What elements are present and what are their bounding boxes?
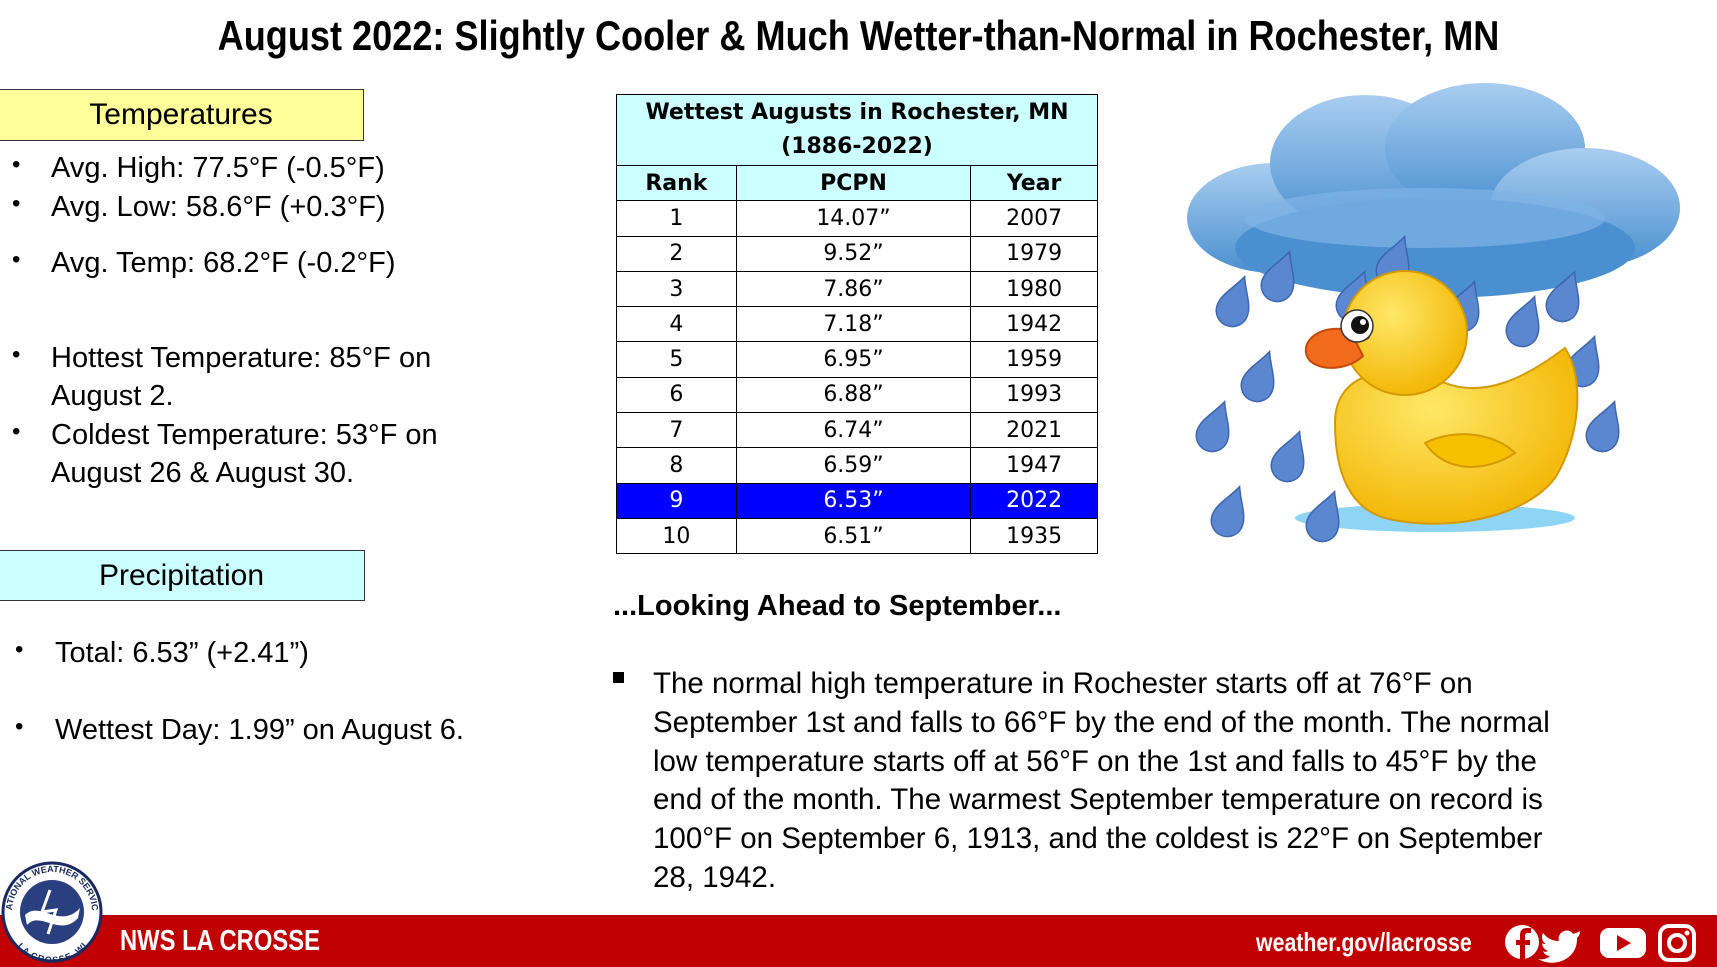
temperatures-heading: Temperatures: [0, 89, 364, 141]
page-title: August 2022: Slightly Cooler & Much Wett…: [217, 12, 1500, 59]
youtube-icon[interactable]: [1600, 928, 1646, 958]
table-cell: 6: [616, 376, 737, 414]
table-cell: 2: [616, 235, 737, 272]
table-row: 9 6.53” 2022: [616, 482, 1098, 519]
outlook-line: September 1st and falls to 66°F by the e…: [653, 705, 1550, 739]
footer-url: weather.gov/lacrosse: [1256, 927, 1472, 957]
bullet: •: [12, 151, 21, 178]
square-bullet: [613, 672, 624, 683]
table-cell: 2021: [970, 412, 1098, 449]
table-body: 1 14.07” 2007 2 9.52” 1979 3 7.86” 1980 4 7.18” 194…: [616, 200, 1098, 555]
header-row: Rank PCPN Year: [616, 164, 1098, 202]
social-icons: [1505, 924, 1696, 963]
table-cell: 9.52”: [735, 235, 972, 272]
table-cell: 1959: [970, 341, 1098, 378]
outlook-line: end of the month. The warmest September …: [653, 783, 1543, 817]
table-cell: 1942: [970, 306, 1098, 343]
outlook-line: The normal high temperature in Rochester…: [653, 667, 1473, 700]
duck-illustration: [1187, 83, 1680, 547]
table-cell: 9: [616, 482, 737, 519]
column-header: Year: [970, 164, 1098, 202]
table-cell: 6.51”: [735, 517, 972, 555]
table-cell: 8: [616, 447, 737, 484]
bullet: •: [12, 341, 21, 368]
table-row: 4 7.18” 1942: [616, 306, 1098, 343]
table-row: 1 14.07” 2007: [616, 200, 1098, 237]
table-row: 3 7.86” 1980: [616, 270, 1098, 308]
list-item-line: Avg. High: 77.5°F (-0.5°F): [51, 152, 385, 184]
table-cell: 6.95”: [735, 341, 972, 378]
bullet: •: [12, 418, 21, 445]
list-item-line: Avg. Temp: 68.2°F (-0.2°F): [51, 247, 396, 279]
list-item-line: Coldest Temperature: 53°F on: [51, 419, 438, 451]
duck: [1304, 270, 1579, 525]
list-item-line: August 26 & August 30.: [51, 457, 355, 489]
table-cell: 7: [616, 412, 737, 449]
table-cell: 6.53”: [735, 482, 972, 519]
table-cell: 1979: [970, 235, 1098, 272]
table-title-cell: Wettest Augusts in Rochester, MN (1886-20…: [616, 94, 1098, 166]
list-item-line: Avg. Low: 58.6°F (+0.3°F): [51, 191, 386, 223]
table-cell: 1947: [970, 447, 1098, 484]
outlook-line: 28, 1942.: [653, 861, 777, 894]
table-row: 10 6.51” 1935: [616, 517, 1098, 555]
footer-office: NWS LA CROSSE: [120, 925, 320, 957]
table-cell: 6.88”: [735, 376, 972, 414]
wettest-table: Wettest Augusts in Rochester, MN (1886-20…: [616, 94, 1098, 555]
table-row: 6 6.88” 1993: [616, 376, 1098, 414]
table-subtitle: (1886-2022): [781, 134, 933, 159]
list-item-line: Wettest Day: 1.99” on August 6.: [55, 714, 464, 746]
table-cell: 1935: [970, 517, 1098, 555]
table-cell: 7.86”: [735, 270, 972, 308]
table-cell: 2022: [970, 482, 1098, 519]
table-row: 2 9.52” 1979: [616, 235, 1098, 272]
table-cell: 4: [616, 306, 737, 343]
footer-bar: [0, 915, 1717, 967]
table-cell: 1: [616, 200, 737, 237]
precipitation-heading: Precipitation: [0, 550, 365, 601]
nws-logo: NATIONAL WEATHER SERVICE LA CROSSE, WI: [0, 860, 103, 965]
bullet: •: [12, 246, 21, 273]
table-cell: 6.59”: [735, 447, 972, 484]
facebook-icon[interactable]: [1505, 925, 1539, 959]
table-row: 7 6.74” 2021: [616, 412, 1098, 449]
table-cell: 10: [616, 517, 737, 555]
table-row: 8 6.59” 1947: [616, 447, 1098, 484]
table-cell: 5: [616, 341, 737, 378]
table-title: Wettest Augusts in Rochester, MN: [645, 100, 1069, 125]
table-row: 5 6.95” 1959: [616, 341, 1098, 378]
cloud: [1187, 83, 1680, 298]
outlook-line: low temperature starts off at 56°F on th…: [653, 744, 1537, 778]
table-cell: 1993: [970, 376, 1098, 414]
instagram-icon[interactable]: [1658, 924, 1696, 962]
table-cell: 14.07”: [735, 200, 972, 237]
outlook-heading: ...Looking Ahead to September...: [613, 590, 1062, 622]
bullet: •: [15, 636, 24, 663]
list-item-line: Total: 6.53” (+2.41”): [55, 637, 309, 669]
list-item-line: August 2.: [51, 380, 174, 412]
outlook-line: 100°F on September 6, 1913, and the cold…: [653, 822, 1543, 856]
bullet: •: [12, 190, 21, 217]
column-header: PCPN: [735, 164, 972, 202]
table-cell: 3: [616, 270, 737, 308]
column-header: Rank: [616, 164, 737, 202]
list-item-line: Hottest Temperature: 85°F on: [51, 342, 432, 374]
bullet: •: [15, 713, 24, 740]
table-cell: 6.74”: [735, 412, 972, 449]
table-cell: 2007: [970, 200, 1098, 237]
table-cell: 1980: [970, 270, 1098, 308]
table-cell: 7.18”: [735, 306, 972, 343]
twitter-icon[interactable]: [1538, 930, 1580, 963]
